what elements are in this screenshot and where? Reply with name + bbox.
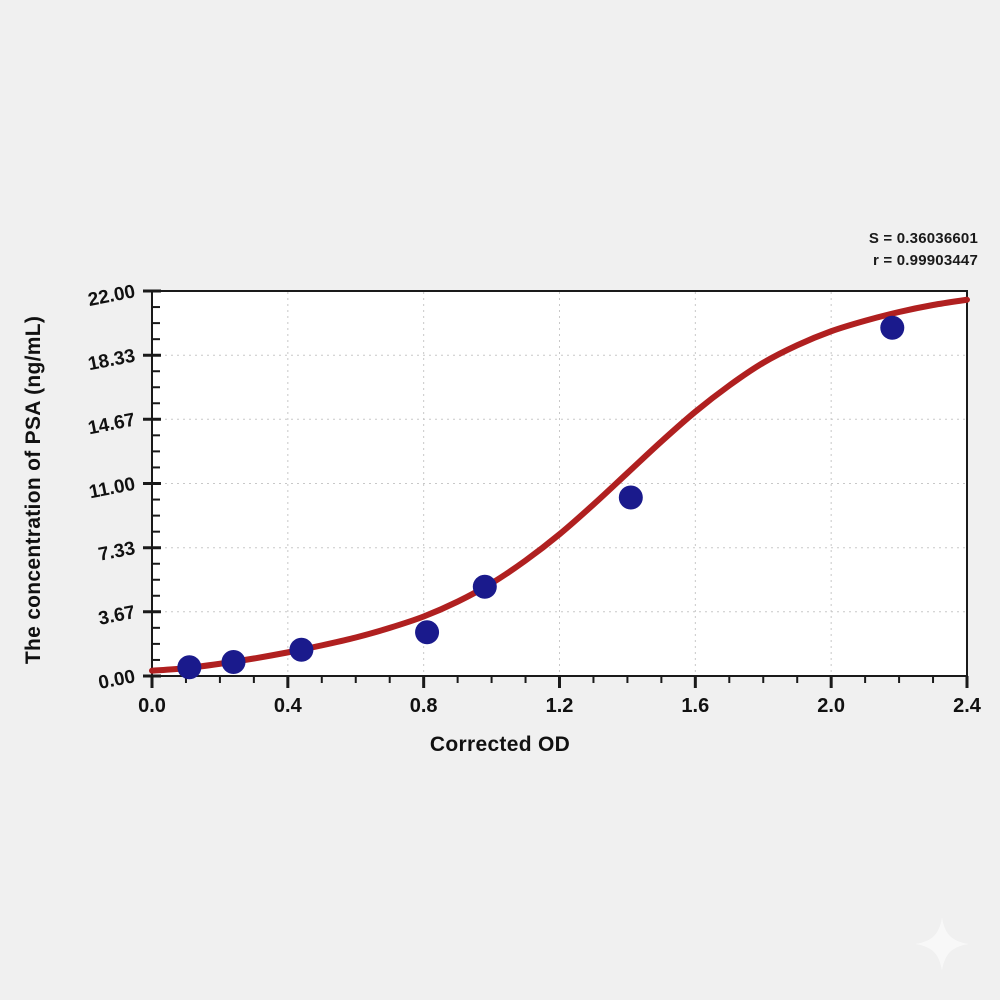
data-point xyxy=(177,655,202,680)
x-axis-title: Corrected OD xyxy=(429,733,571,756)
x-tick-label: 2.4 xyxy=(953,695,982,717)
y-tick-label: 22.00 xyxy=(86,281,137,311)
s-value-label: S = 0.36036601 xyxy=(868,230,978,247)
data-point xyxy=(415,620,440,645)
x-tick-label: 1.2 xyxy=(546,695,574,717)
x-tick-label: 0.4 xyxy=(274,695,303,717)
y-axis-tick-labels: 0.00 3.67 7.33 11.00 14.67 18.33 22.00 xyxy=(86,281,137,694)
plot-frame xyxy=(151,290,968,677)
data-point-group xyxy=(177,315,905,680)
y-axis-title: The concentration of PSA (ng/mL) xyxy=(22,315,45,665)
x-tick-label: 0.8 xyxy=(410,695,438,717)
fitted-curve xyxy=(149,296,970,674)
x-tick-label: 1.6 xyxy=(681,695,709,717)
r-value-label: r = 0.99903447 xyxy=(873,251,978,269)
data-point xyxy=(472,574,497,599)
y-axis-minor-ticks xyxy=(152,306,160,661)
data-point xyxy=(618,485,643,510)
y-tick-label: 7.33 xyxy=(97,538,137,566)
data-point xyxy=(880,315,905,340)
y-tick-label: 11.00 xyxy=(87,474,137,503)
y-tick-label: 18.33 xyxy=(86,346,137,376)
data-point xyxy=(289,637,314,662)
x-axis-major-ticks xyxy=(150,676,969,688)
y-tick-label: 14.67 xyxy=(86,410,137,440)
x-axis-tick-labels: 0.0 0.4 0.8 1.2 1.6 2.0 2.4 xyxy=(138,695,982,717)
data-point xyxy=(221,650,246,674)
y-tick-label: 0.00 xyxy=(97,666,137,694)
y-tick-label: 3.67 xyxy=(97,602,137,630)
x-tick-label: 2.0 xyxy=(817,695,845,717)
statistics-annotation: S = 0.36036601 r = 0.99903447 xyxy=(869,228,978,272)
x-tick-label: 0.0 xyxy=(138,695,166,717)
gridlines xyxy=(153,292,966,675)
x-axis-minor-ticks xyxy=(184,676,935,683)
